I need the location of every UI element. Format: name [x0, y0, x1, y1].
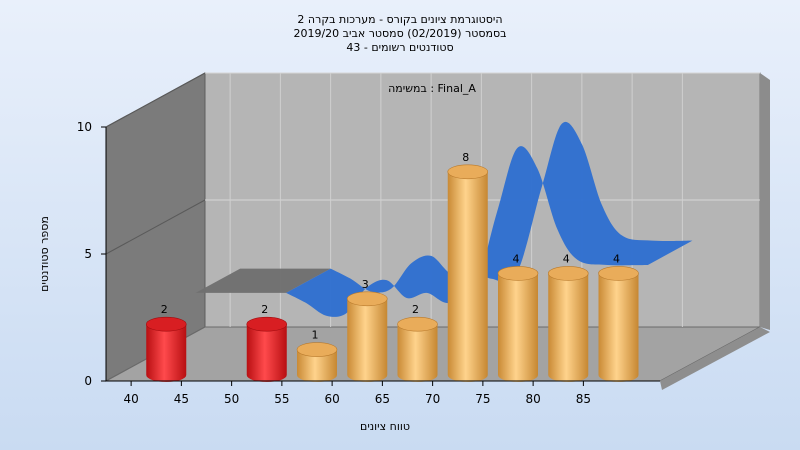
bar-0	[145, 316, 187, 382]
bar-value-label-7: 4	[563, 252, 570, 265]
bar-body-3	[347, 298, 388, 382]
bar-8	[598, 266, 639, 382]
chart-subtitle: במשימה : Final_A	[388, 82, 476, 95]
x-tick-label-40: 40	[123, 392, 138, 406]
bar-body-5	[447, 171, 488, 382]
y-tick-label-10: 10	[77, 120, 92, 134]
bar-body-6	[498, 273, 538, 382]
bar-body-2	[297, 349, 337, 382]
bar-value-label-4: 2	[412, 303, 419, 316]
x-tick-label-55: 55	[274, 392, 289, 406]
bar-5	[447, 164, 489, 382]
y-tick-label-5: 5	[84, 247, 92, 261]
bar-body-8	[598, 273, 639, 382]
x-axis-label: טווח ציונים	[360, 420, 410, 433]
bar-value-label-8: 4	[613, 252, 620, 265]
bar-value-label-6: 4	[513, 252, 520, 265]
x-tick-label-45: 45	[174, 392, 189, 406]
chart-title-line-3: סטודנטים רשומים - 43	[346, 41, 453, 54]
bar-4	[397, 316, 438, 382]
x-tick-label-70: 70	[425, 392, 440, 406]
bar-value-label-3: 3	[362, 278, 369, 291]
bar-value-label-2: 1	[312, 329, 319, 342]
bar-cap-5	[447, 164, 489, 180]
grid-line-left-5	[105, 199, 206, 255]
bar-body-7	[548, 273, 589, 382]
back-wall-side	[760, 73, 770, 330]
x-ticks: 40 45 50 55 60 65 70 75 80 85	[123, 381, 591, 406]
distribution-curve	[195, 121, 693, 317]
bar-body-4	[397, 324, 438, 382]
bar-2	[296, 342, 338, 382]
y-ticks: 0 5 10	[77, 120, 106, 388]
bar-value-label-5: 8	[462, 151, 469, 164]
bar-7	[547, 266, 589, 382]
grid-line-left-10	[105, 72, 206, 128]
bar-value-label-1: 2	[261, 303, 268, 316]
bars-group	[145, 164, 639, 382]
curve-ribbon-active	[286, 121, 693, 317]
x-tick-label-60: 60	[324, 392, 339, 406]
bar-cap-1	[246, 316, 288, 332]
curve-ribbon-inactive	[195, 268, 331, 293]
bar-value-label-0: 2	[161, 303, 168, 316]
bar-body-1	[246, 324, 287, 382]
bar-6	[497, 266, 539, 382]
bar-cap-0	[145, 316, 187, 332]
bar-1	[246, 316, 288, 382]
x-tick-label-65: 65	[375, 392, 390, 406]
data-labels: 2 2 1 3 2 8 4 4 4	[161, 151, 620, 342]
chart-title-line-2: בסמסטר (02/2019) סמסטר אביב 2019/20	[293, 27, 506, 40]
y-tick-label-0: 0	[84, 374, 92, 388]
floor-edge	[660, 327, 770, 390]
chart-title-line-1: היסטוגרמת ציונים בקורס - מערכות בקרה 2	[297, 13, 502, 26]
bar-cap-6	[497, 266, 539, 281]
bar-cap-2	[296, 342, 338, 357]
y-axis-label: מספר סטודנטים	[38, 216, 51, 292]
x-tick-label-80: 80	[525, 392, 540, 406]
bar-cap-4	[397, 316, 438, 332]
bar-cap-3	[346, 291, 388, 307]
x-tick-label-85: 85	[576, 392, 591, 406]
bar-3	[346, 291, 388, 382]
x-tick-label-50: 50	[224, 392, 239, 406]
x-tick-label-75: 75	[475, 392, 490, 406]
bar-body-0	[146, 324, 187, 382]
bar-cap-7	[547, 266, 589, 281]
bar-cap-8	[598, 266, 639, 281]
